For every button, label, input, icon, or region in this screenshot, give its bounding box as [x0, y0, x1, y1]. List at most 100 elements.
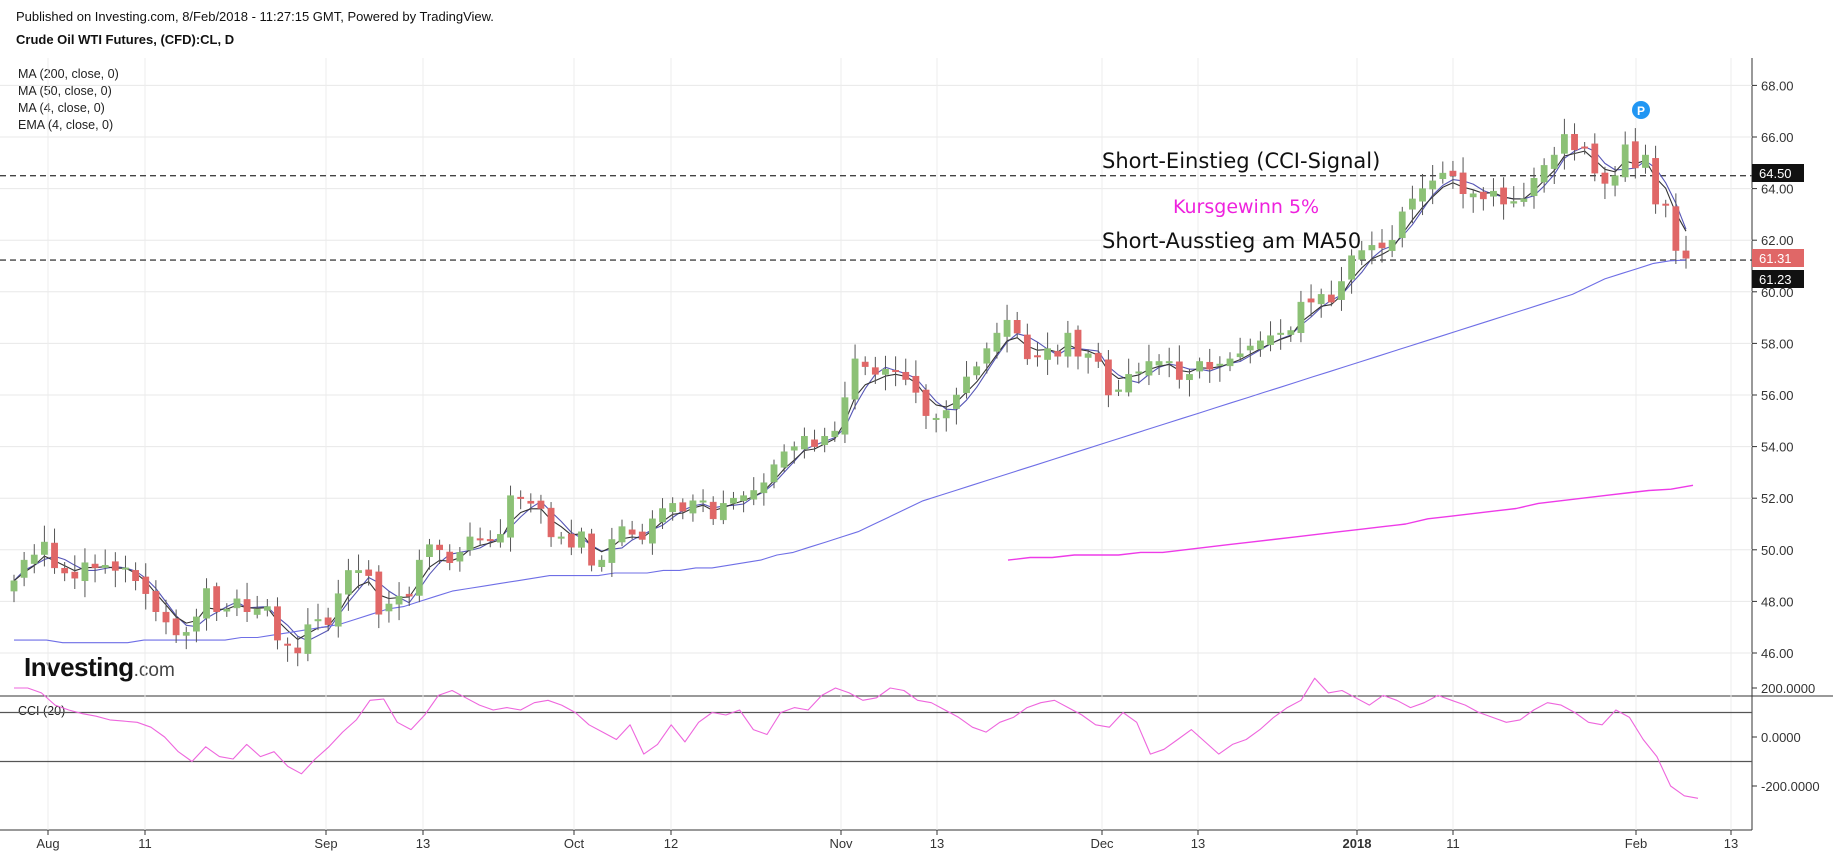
- candle: [426, 538, 433, 570]
- ma4-line: [13, 146, 1687, 642]
- candle-body: [1135, 371, 1143, 374]
- candle: [1348, 249, 1355, 294]
- cci-tick-label: 200.0000: [1761, 681, 1815, 696]
- candle-body: [274, 606, 281, 641]
- cci-pane-label[interactable]: CCI (20): [18, 704, 66, 718]
- price-label-last-text: 61.31: [1759, 251, 1792, 266]
- candle-body: [638, 531, 646, 540]
- candle-body: [902, 371, 910, 380]
- candle-body: [1398, 211, 1406, 239]
- candle: [1165, 347, 1173, 378]
- candle: [1530, 167, 1538, 209]
- candle-body: [304, 624, 312, 654]
- candle: [730, 491, 737, 510]
- candle-body: [111, 561, 119, 571]
- candle: [91, 554, 99, 583]
- candle: [203, 578, 210, 631]
- candle-body: [1652, 158, 1659, 205]
- candle-body: [415, 559, 423, 596]
- price-tick-label: 50.00: [1761, 543, 1794, 558]
- candle-body: [861, 361, 869, 367]
- candle: [1378, 229, 1386, 263]
- legend-ma50[interactable]: MA (50, close, 0): [18, 84, 112, 98]
- candle: [1145, 344, 1153, 386]
- candle-body: [1175, 361, 1183, 380]
- candle-body: [375, 571, 383, 615]
- candle-body: [1449, 170, 1457, 176]
- candle: [122, 555, 129, 583]
- candle-body: [1358, 250, 1366, 260]
- candle-body: [1064, 332, 1072, 357]
- candle: [486, 530, 494, 548]
- candle: [598, 555, 606, 572]
- candle: [1034, 342, 1041, 367]
- candle-body: [426, 544, 433, 558]
- candle-body: [1155, 361, 1163, 366]
- candle: [436, 539, 443, 564]
- p-badge-marker[interactable]: P: [1632, 101, 1650, 119]
- candle: [1236, 337, 1244, 361]
- candle: [1196, 357, 1203, 379]
- candle: [1084, 349, 1092, 374]
- candle-body: [942, 410, 950, 419]
- candle: [1621, 131, 1629, 182]
- candle: [1317, 288, 1325, 318]
- candle: [395, 582, 403, 621]
- candle-body: [1257, 340, 1264, 350]
- candle-body: [932, 417, 940, 420]
- candle: [81, 548, 89, 598]
- legend-ma4[interactable]: MA (4, close, 0): [18, 101, 105, 115]
- candle: [882, 355, 889, 391]
- candle-body: [142, 576, 150, 594]
- candle-body: [1216, 363, 1224, 366]
- candle-body: [1307, 298, 1315, 303]
- candle-body: [963, 376, 970, 394]
- candle: [1571, 123, 1578, 161]
- candle-body: [162, 611, 170, 623]
- candle-body: [1388, 239, 1396, 251]
- candle: [780, 444, 788, 472]
- price-label-ma50: 61.23: [1752, 270, 1804, 288]
- candle: [1307, 284, 1315, 317]
- candle-body: [973, 366, 981, 376]
- candle-body: [993, 332, 1001, 352]
- candle: [1297, 290, 1305, 343]
- candle-body: [953, 394, 960, 409]
- annotation-short-entry: Short-Einstieg (CCI-Signal): [1102, 149, 1380, 173]
- candle-body: [1125, 374, 1133, 393]
- legend-ma200[interactable]: MA (200, close, 0): [18, 67, 119, 81]
- candle-body: [1459, 172, 1467, 195]
- candle-body: [1074, 329, 1082, 357]
- candle: [912, 360, 920, 404]
- candle-body: [436, 544, 443, 551]
- candle-body: [598, 559, 606, 568]
- candle-body: [1297, 301, 1305, 334]
- legend-ema4[interactable]: EMA (4, close, 0): [18, 118, 114, 132]
- candle: [334, 579, 342, 638]
- candle: [476, 527, 484, 545]
- candle: [1338, 266, 1345, 311]
- candle: [1267, 321, 1274, 352]
- candle-body: [91, 563, 99, 569]
- candle: [963, 361, 970, 399]
- symbol-title: Crude Oil WTI Futures, (CFD):CL, D: [16, 32, 235, 47]
- candle: [892, 356, 899, 387]
- candle: [567, 519, 575, 556]
- time-tick-label: 2018: [1343, 836, 1372, 851]
- candle: [740, 491, 747, 513]
- candle-body: [51, 542, 58, 569]
- candle-body: [841, 397, 849, 435]
- time-tick-label: 11: [1446, 836, 1460, 851]
- candle-body: [618, 526, 626, 543]
- candle: [871, 356, 879, 384]
- candle-body: [871, 367, 879, 375]
- candle: [649, 510, 656, 555]
- candle-body: [1246, 345, 1254, 351]
- candle-body: [1165, 361, 1173, 364]
- candle: [1003, 304, 1011, 353]
- candle-body: [811, 439, 818, 447]
- candle-body: [385, 603, 393, 612]
- candle: [578, 527, 585, 554]
- candle: [1409, 185, 1416, 224]
